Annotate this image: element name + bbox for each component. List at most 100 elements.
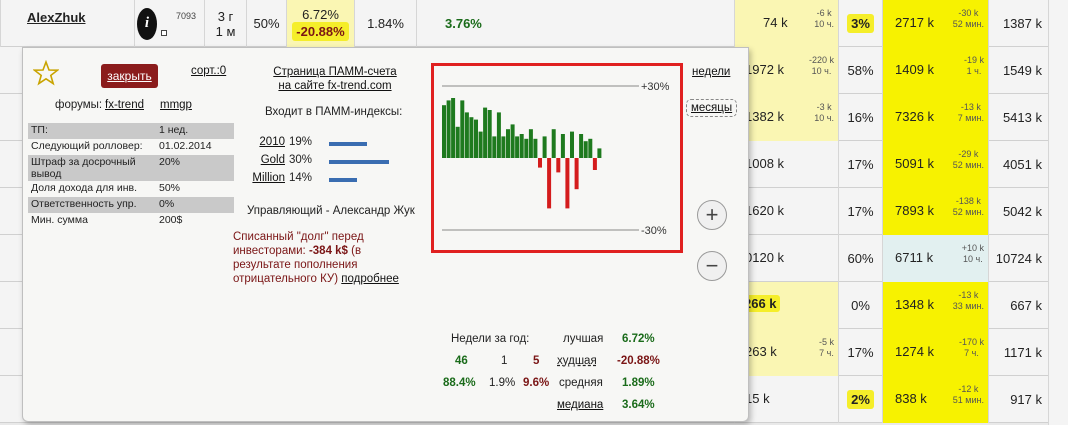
param-key: Штраф за досрочный вывод xyxy=(28,155,156,181)
params-table: ТП: 1 нед. Следующий ролловер: 01.02.2014 Шт… xyxy=(28,123,234,229)
account-popup: закрыть сорт.:0 форумы: fx-trend mmgp ТП… xyxy=(22,47,749,422)
invested-time: 51 мин. xyxy=(952,395,984,405)
chart-bar xyxy=(510,124,515,158)
chart-bar xyxy=(579,134,584,158)
invested-time: 52 мин. xyxy=(952,19,984,29)
median-link[interactable]: медиана xyxy=(557,399,604,411)
zoom-out-button[interactable]: − xyxy=(697,251,727,281)
index-row: 2010 19% xyxy=(237,136,417,152)
invested-delta: -13 k xyxy=(960,102,981,112)
chart-bar xyxy=(519,134,524,158)
chart-bar xyxy=(551,129,556,158)
param-row: Следующий ролловер: 01.02.2014 xyxy=(28,139,234,155)
count-negative: 5 xyxy=(533,355,540,367)
param-key: Ответственность упр. xyxy=(28,197,156,213)
chart-bar xyxy=(538,158,542,168)
chart-bar xyxy=(574,158,579,190)
param-value: 20% xyxy=(156,155,234,181)
checkbox-icon[interactable] xyxy=(161,30,167,36)
weekly-returns-chart: +30% -30% xyxy=(431,63,683,253)
debt-line-3: результате пополнения xyxy=(233,259,358,271)
invested: 1409 k xyxy=(895,62,935,77)
total: 5413 k xyxy=(1002,110,1042,125)
total: 1387 k xyxy=(1002,16,1042,31)
chart-bar xyxy=(451,98,456,158)
chart-bar xyxy=(515,136,520,158)
close-button[interactable]: закрыть xyxy=(101,64,158,88)
more-link[interactable]: подробнее xyxy=(341,273,399,285)
total: 5042 k xyxy=(1002,204,1042,219)
chart-bar xyxy=(446,100,451,158)
pct-negative: 9.6% xyxy=(523,377,550,389)
capital: 0120 k xyxy=(745,250,785,265)
total: 667 k xyxy=(1010,298,1042,313)
best-week: 6.72% xyxy=(302,6,339,22)
chart-bar xyxy=(474,119,478,158)
chart-bar xyxy=(583,141,588,158)
table-row[interactable]: AlexZhuk i 7093 3 г 1 м 50% 6.72% -20.88… xyxy=(0,0,1068,47)
invested: 838 k xyxy=(895,391,927,406)
scrollbar[interactable] xyxy=(1048,0,1068,425)
invested: 2717 k xyxy=(895,15,935,30)
account-name[interactable]: AlexZhuk xyxy=(27,10,86,25)
index-bar xyxy=(329,160,389,164)
avg-week: 1.84% xyxy=(367,16,404,31)
index-link[interactable]: 2010 xyxy=(259,136,285,148)
chart-bar xyxy=(455,126,460,158)
invested-delta: -30 k xyxy=(958,8,979,18)
total: 1171 k xyxy=(1003,345,1042,360)
best-value: 6.72% xyxy=(622,333,655,345)
index-link[interactable]: Million xyxy=(252,172,285,184)
chart-bar xyxy=(496,112,501,158)
star-icon[interactable] xyxy=(33,60,59,86)
chart-bar xyxy=(597,148,602,158)
share: 17% xyxy=(847,204,874,219)
param-key: Следующий ролловер: xyxy=(31,140,143,152)
forums-label: форумы: xyxy=(55,99,103,111)
capital: 15 k xyxy=(745,391,770,406)
chart-bar xyxy=(506,129,510,158)
period-months-link[interactable]: месяцы xyxy=(686,99,738,117)
invested-time: 52 мин. xyxy=(952,207,984,217)
total: 4051 k xyxy=(1002,157,1042,172)
chart-bar xyxy=(588,138,593,158)
chart-bar xyxy=(464,112,469,158)
index-bar xyxy=(329,142,367,146)
chart-bar xyxy=(547,158,552,209)
axis-label-bottom: -30% xyxy=(641,225,667,237)
forum-link-fx-trend[interactable]: fx-trend xyxy=(105,99,144,111)
capital-time: 7 ч. xyxy=(819,348,834,358)
forum-link-mmgp[interactable]: mmgp xyxy=(160,99,192,111)
chart-bar xyxy=(542,136,547,158)
pamm-page-link[interactable]: Страница ПАММ-счета xyxy=(273,66,397,78)
current-week: 3.76% xyxy=(445,16,482,31)
total: 10724 k xyxy=(995,251,1042,266)
info-icon[interactable]: i xyxy=(137,7,157,40)
period-weeks-link[interactable]: недели xyxy=(692,66,731,78)
index-pct: 14% xyxy=(289,172,313,184)
debt-line-2: инвесторами: xyxy=(233,245,309,257)
avg-value: 1.89% xyxy=(622,377,655,389)
age-months: 1 м xyxy=(215,23,236,39)
share: 58% xyxy=(847,63,874,78)
sort-link[interactable]: сорт.:0 xyxy=(191,65,227,77)
param-row: Мин. сумма 200$ xyxy=(28,213,234,229)
param-value: 1 нед. xyxy=(156,123,234,139)
pamm-page-link-site[interactable]: на сайте fx-trend.com xyxy=(278,80,392,92)
capital: 74 k xyxy=(763,15,788,30)
share-badge: 3% xyxy=(847,14,874,33)
param-row: Штраф за досрочный вывод 20% xyxy=(28,155,234,181)
invested-delta: +10 k xyxy=(961,243,984,253)
param-key: Мин. сумма xyxy=(31,214,88,226)
chart-bar xyxy=(592,158,597,170)
zoom-in-button[interactable]: + xyxy=(697,200,727,230)
worst-value: -20.88% xyxy=(617,355,660,367)
capital: 1008 k xyxy=(745,156,785,171)
capital: 1382 k xyxy=(745,109,785,124)
capital-delta: -6 k xyxy=(816,8,832,18)
invested-delta: -170 k xyxy=(958,337,984,347)
invested-time: 33 мин. xyxy=(952,301,984,311)
chart-bar xyxy=(442,105,446,158)
index-link[interactable]: Gold xyxy=(260,154,285,166)
capital: 1620 k xyxy=(745,203,785,218)
